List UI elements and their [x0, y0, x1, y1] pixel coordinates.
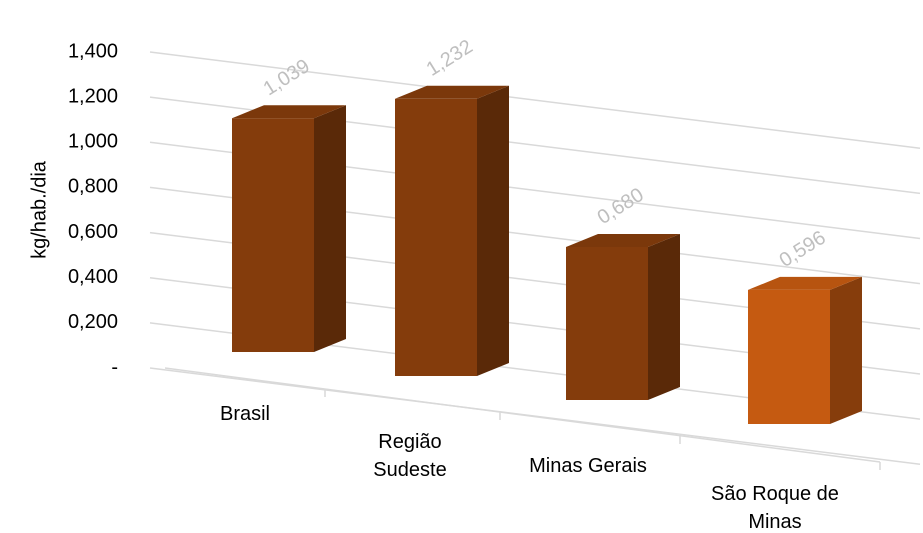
bar-top [566, 234, 680, 247]
y-tick-label: 0,400 [68, 266, 118, 288]
bar-side [314, 105, 346, 352]
bar [395, 98, 477, 377]
grid-line [149, 367, 921, 465]
y-tick-label: 0,800 [68, 176, 118, 198]
value-label: 0,596 [776, 227, 830, 272]
y-tick-label: - [111, 356, 118, 378]
y-axis-label: kg/hab./dia [28, 160, 50, 259]
value-label: 1,232 [423, 36, 477, 81]
y-tick-label: 0,200 [68, 311, 118, 333]
x-tick-label: São Roque de Minas [711, 483, 839, 533]
bar-side [648, 234, 680, 400]
grid-line [149, 51, 921, 149]
bar-top [395, 85, 509, 99]
bar-top [232, 105, 346, 119]
y-tick-label: 1,000 [68, 131, 118, 153]
x-tick-label-box: Minas Gerais [529, 455, 647, 477]
x-tick-label: Minas Gerais [529, 455, 647, 477]
bar-top [748, 276, 862, 290]
y-tick-label: 0,600 [68, 221, 118, 243]
bar-side [477, 85, 509, 377]
y-tick-label: 1,200 [68, 85, 118, 107]
bar [748, 289, 830, 424]
bar [566, 247, 648, 400]
value-label: 0,680 [594, 184, 648, 229]
x-tick-label-box: São Roque de Minas [711, 483, 839, 533]
value-label: 1,039 [260, 55, 314, 100]
bar-side [830, 276, 862, 424]
bar [232, 118, 314, 352]
y-tick-label: 1,400 [68, 40, 118, 62]
x-tick-label: Região Sudeste [373, 431, 447, 481]
x-tick-label-box: Brasil [219, 403, 270, 425]
x-tick-label: Brasil [219, 403, 270, 425]
x-tick-label-box: Região Sudeste [373, 431, 447, 481]
